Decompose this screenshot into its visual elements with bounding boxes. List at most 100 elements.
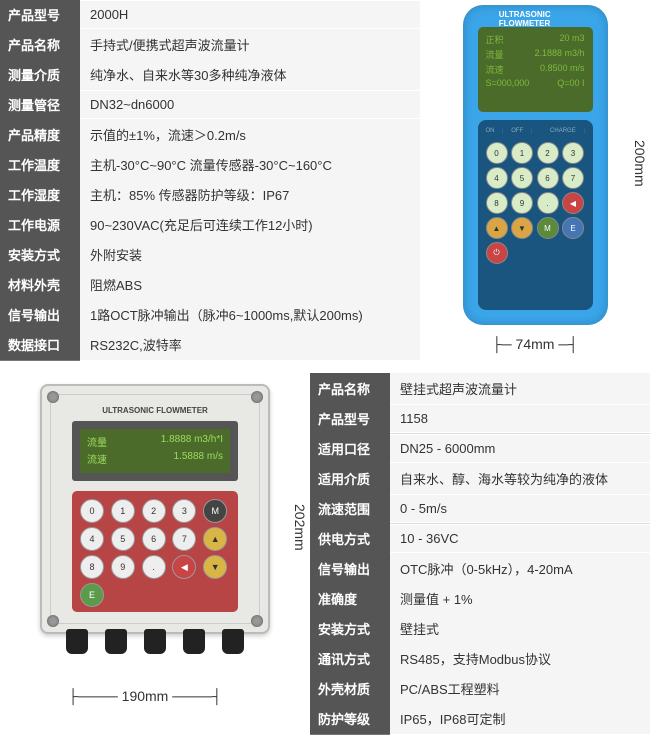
key-1: 1: [111, 499, 135, 523]
spec-label: 产品名称: [0, 29, 80, 61]
key-menu: M: [537, 217, 559, 239]
key-5: 5: [111, 527, 135, 551]
spec-value: RS485，支持Modbus协议: [390, 643, 650, 674]
spec-value: 90~230VAC(充足后可连续工作12小时): [80, 209, 420, 240]
spec-value: PC/ABS工程塑料: [390, 673, 650, 704]
spec-row: 数据接口RS232C,波特率: [0, 330, 420, 360]
device-2-lcd: 流量 1.8888 m3/h*I 流速 1.5888 m/s: [72, 421, 238, 481]
key-dot: .: [537, 192, 559, 214]
spec-label: 信号输出: [310, 553, 390, 585]
spec-value: 纯净水、自来水等30多种纯净液体: [80, 59, 420, 90]
spec-label: 安装方式: [0, 239, 80, 271]
spec-row: 供电方式10 - 36VC: [310, 524, 650, 554]
spec-value: RS232C,波特率: [80, 329, 420, 360]
device-2-title: ULTRASONIC FLOWMETER: [102, 406, 208, 415]
spec-row: 适用介质自来水、醇、海水等较为纯净的液体: [310, 464, 650, 494]
spec-value: 主机-30°C~90°C 流量传感器-30°C~160°C: [80, 149, 420, 180]
spec-label: 测量介质: [0, 59, 80, 91]
key-9: 9: [111, 555, 135, 579]
key-8: 8: [80, 555, 104, 579]
spec-value: 主机：85% 传感器防护等级：IP67: [80, 179, 420, 210]
screw-icon: [47, 391, 59, 403]
spec-value: 阻燃ABS: [80, 269, 420, 300]
spec-row: 准确度测量值 + 1%: [310, 584, 650, 614]
spec-value: 自来水、醇、海水等较为纯净的液体: [390, 463, 650, 494]
spec-row: 外壳材质PC/ABS工程塑料: [310, 674, 650, 704]
gland-icon: [222, 629, 244, 654]
spec-row: 工作温度主机-30°C~90°C 流量传感器-30°C~160°C: [0, 150, 420, 180]
spec-value: 测量值 + 1%: [390, 583, 650, 614]
device-1-height-dim: 200mm: [632, 140, 648, 187]
spec-row: 通讯方式RS485，支持Modbus协议: [310, 644, 650, 674]
spec-row: 工作电源90~230VAC(充足后可连续工作12小时): [0, 210, 420, 240]
spec-label: 产品型号: [310, 403, 390, 435]
key-1: 1: [511, 142, 533, 164]
spec-row: 产品名称壁挂式超声波流量计: [310, 374, 650, 404]
spec-value: IP65，IP68可定制: [390, 703, 650, 734]
spec-label: 材料外壳: [0, 269, 80, 301]
infographic-root: 产品型号2000H产品名称手持式/便携式超声波流量计测量介质纯净水、自来水等30…: [0, 0, 650, 734]
gland-icon: [183, 629, 205, 654]
product-2-spec-table: 产品名称壁挂式超声波流量计产品型号1158适用口径DN25 - 6000mm适用…: [310, 374, 650, 734]
spec-value: 示值的±1%，流速＞0.2m/s: [80, 119, 420, 150]
spec-value: 壁挂式: [390, 613, 650, 644]
spec-row: 产品型号2000H: [0, 0, 420, 30]
spec-value: 10 - 36VC: [390, 525, 650, 552]
spec-row: 测量介质纯净水、自来水等30多种纯净液体: [0, 60, 420, 90]
spec-label: 工作温度: [0, 149, 80, 181]
spec-row: 信号输出1路OCT脉冲输出（脉冲6~1000ms,默认200ms): [0, 300, 420, 330]
spec-row: 流速范围0 - 5m/s: [310, 494, 650, 524]
device-2-width-dim: ├──── 190mm ────┤: [0, 688, 290, 704]
device-2-illustration: ULTRASONIC FLOWMETER 流量 1.8888 m3/h*I 流速…: [0, 374, 310, 734]
device-1-keypad-panel: ON OFF CHARGE 0123 4567 89.◀ ▲▼ME ⏻: [478, 120, 593, 310]
key-8: 8: [486, 192, 508, 214]
spec-value: 0 - 5m/s: [390, 495, 650, 522]
key-4: 4: [486, 167, 508, 189]
spec-label: 外壳材质: [310, 673, 390, 705]
product-1-section: 产品型号2000H产品名称手持式/便携式超声波流量计测量介质纯净水、自来水等30…: [0, 0, 650, 370]
screw-icon: [251, 615, 263, 627]
key-dot: .: [142, 555, 166, 579]
device-1-lcd: 正积20 m3 流量2.1888 m3/h 流速0.8500 m/s S=000…: [478, 27, 593, 112]
spec-label: 通讯方式: [310, 643, 390, 675]
spec-value: 2000H: [80, 1, 420, 28]
spec-row: 材料外壳阻燃ABS: [0, 270, 420, 300]
key-9: 9: [511, 192, 533, 214]
spec-label: 测量管径: [0, 89, 80, 121]
key-power: ⏻: [486, 242, 508, 264]
device-2-keypad: 0123M 4567▲ 89.◀▼ E: [80, 499, 230, 607]
spec-label: 防护等级: [310, 703, 390, 735]
spec-label: 准确度: [310, 583, 390, 615]
spec-value: 壁挂式超声波流量计: [390, 373, 650, 404]
spec-label: 流速范围: [310, 493, 390, 525]
spec-label: 工作湿度: [0, 179, 80, 211]
on-led-icon: [502, 128, 503, 134]
product-1-spec-table: 产品型号2000H产品名称手持式/便携式超声波流量计测量介质纯净水、自来水等30…: [0, 0, 420, 370]
off-led-label: OFF: [511, 128, 523, 134]
spec-value: 1路OCT脉冲输出（脉冲6~1000ms,默认200ms): [80, 299, 420, 330]
gland-icon: [105, 629, 127, 654]
spec-value: OTC脉冲（0-5kHz），4-20mA: [390, 553, 650, 584]
handheld-device: ULTRASONIC FLOWMETER 正积20 m3 流量2.1888 m3…: [463, 5, 608, 325]
key-menu: M: [203, 499, 227, 523]
spec-row: 防护等级IP65，IP68可定制: [310, 704, 650, 734]
spec-value: DN25 - 6000mm: [390, 435, 650, 462]
key-back: ◀: [562, 192, 584, 214]
charge-led-icon: [584, 128, 585, 134]
device-1-keypad: 0123 4567 89.◀ ▲▼ME ⏻: [486, 142, 585, 264]
spec-row: 产品名称手持式/便携式超声波流量计: [0, 30, 420, 60]
spec-label: 信号输出: [0, 299, 80, 331]
spec-row: 测量管径DN32~dn6000: [0, 90, 420, 120]
spec-label: 工作电源: [0, 209, 80, 241]
screw-icon: [251, 391, 263, 403]
device-1-title: ULTRASONIC FLOWMETER: [499, 10, 572, 28]
key-7: 7: [172, 527, 196, 551]
device-2-height-dim: 202mm: [292, 504, 308, 551]
wall-mount-device: ULTRASONIC FLOWMETER 流量 1.8888 m3/h*I 流速…: [40, 384, 270, 634]
key-6: 6: [537, 167, 559, 189]
key-2: 2: [142, 499, 166, 523]
spec-value: 1158: [390, 405, 650, 432]
key-4: 4: [80, 527, 104, 551]
spec-label: 数据接口: [0, 329, 80, 361]
spec-row: 产品型号1158: [310, 404, 650, 434]
